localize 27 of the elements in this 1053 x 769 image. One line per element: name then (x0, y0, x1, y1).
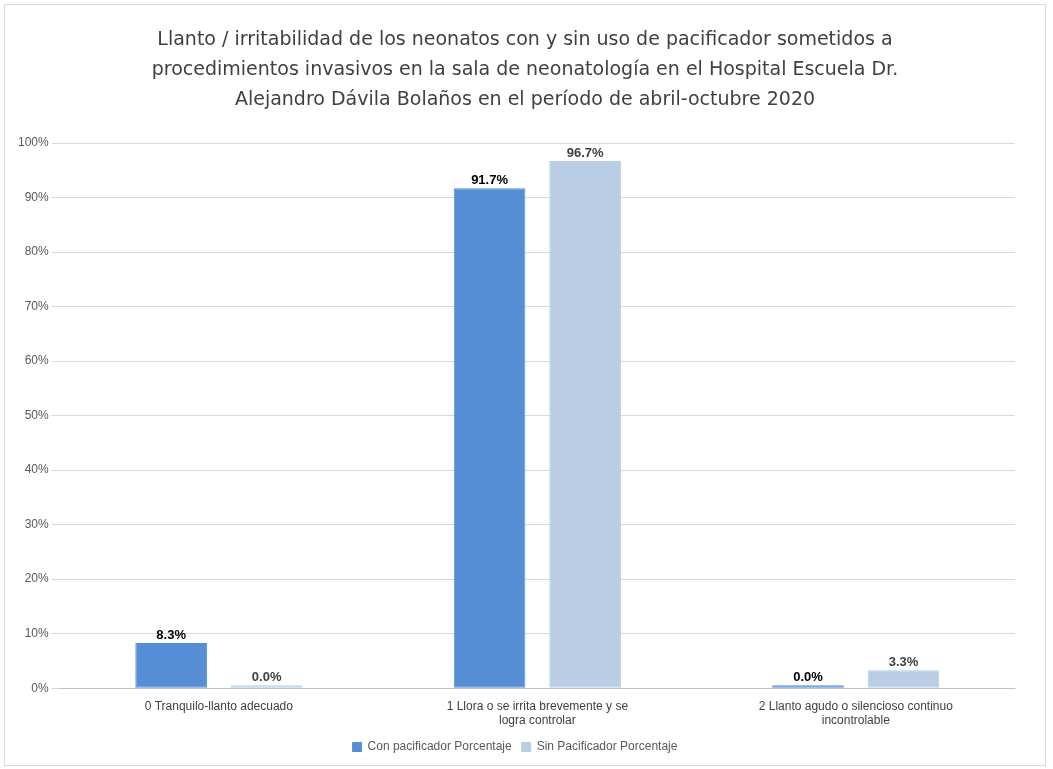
y-tick-label: 20% (24, 571, 50, 586)
legend-label: Sin Pacificador Porcentaje (536, 739, 678, 754)
y-tick-label: 70% (24, 298, 50, 313)
legend-label: Con pacificador Porcentaje (367, 739, 512, 754)
y-tick-label: 0% (31, 680, 50, 695)
chart-title: Llanto / irritabilidad de los neonatos con y sin uso de pacificador sometidos a procedimientos invasivos en la sala de neonatología en el Hospital Escuela Dr. Alejandro Dávila Bolaños en el período de abril-octubre 2020 (150, 26, 900, 111)
x-tick-label: 0 Tranquilo-llanto adecuado (144, 698, 294, 713)
y-tick-label: 40% (24, 462, 50, 477)
y-tick-label: 10% (24, 625, 50, 640)
y-tick-label: 100% (17, 135, 50, 150)
bar (549, 160, 621, 688)
data-label: 8.3% (156, 627, 187, 643)
bar (867, 670, 940, 688)
data-label: 91.7% (471, 172, 509, 188)
data-label: 0.0% (251, 669, 282, 685)
x-tick-label: 1 Llora o se irrita brevemente y se logra controlar (446, 698, 629, 728)
data-label: 96.7% (566, 145, 604, 161)
y-tick-label: 90% (24, 189, 50, 204)
data-label: 3.3% (888, 654, 919, 670)
y-tick-label: 50% (24, 407, 50, 422)
data-label: 0.0% (793, 669, 824, 685)
x-tick-label: 2 Llanto agudo o silencioso continuo incontrolable (758, 698, 954, 728)
bar (453, 188, 526, 688)
y-tick-label: 80% (24, 244, 50, 259)
bar (135, 642, 207, 688)
y-tick-label: 60% (24, 353, 50, 368)
y-tick-label: 30% (24, 516, 50, 531)
